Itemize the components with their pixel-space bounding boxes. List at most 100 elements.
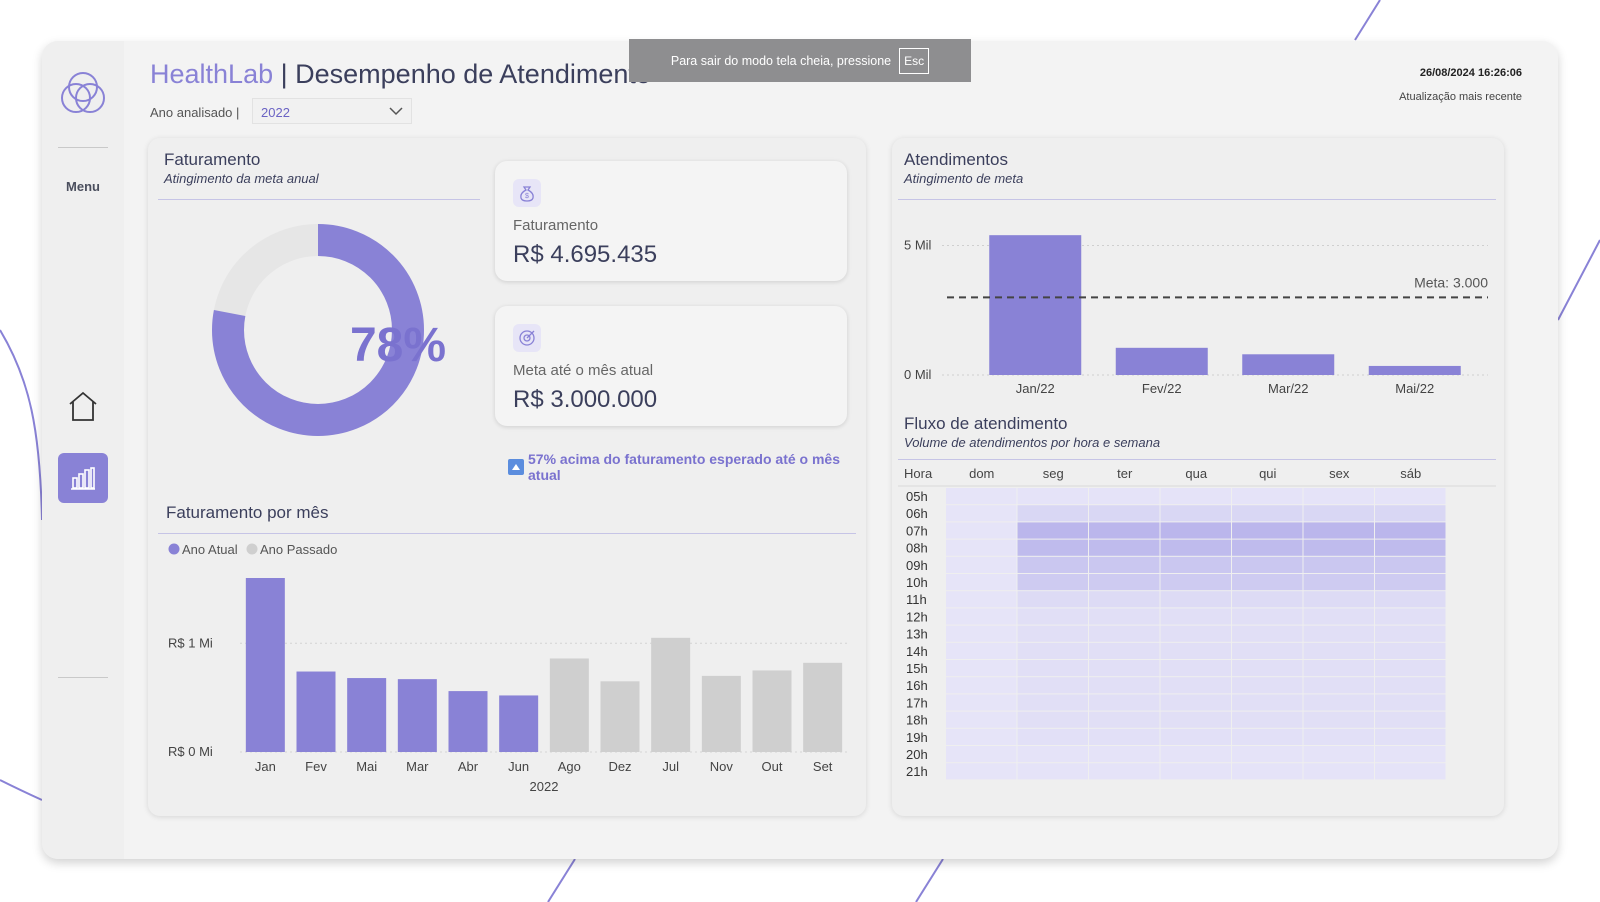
heatmap-cell [946, 608, 1017, 625]
heatmap-cell [946, 591, 1017, 608]
logo-icon [61, 72, 105, 113]
year-label: Ano analisado | [150, 105, 240, 120]
heatmap-cell [1089, 677, 1160, 694]
heatmap-cell [1232, 711, 1303, 728]
flow-rule [898, 459, 1496, 460]
heatmap-cell [1375, 660, 1446, 677]
legend-label: Ano Atual [182, 542, 238, 557]
heatmap-cell [946, 539, 1017, 556]
chevron-down-icon [389, 107, 403, 116]
goal-note: 57% acima do faturamento esperado até o … [508, 451, 866, 483]
bar [651, 637, 691, 752]
heatmap-row-label: 07h [906, 523, 928, 538]
faturamento-rule [158, 199, 480, 200]
chart-nav-button[interactable] [58, 453, 108, 503]
home-icon[interactable] [66, 389, 100, 423]
heatmap-cell [1089, 711, 1160, 728]
heatmap-cell [1089, 522, 1160, 539]
y-tick-label: 5 Mil [904, 238, 932, 253]
atendimentos-title: Atendimentos [904, 150, 1008, 169]
heatmap-cell [1375, 591, 1446, 608]
heatmap-cell [1017, 539, 1088, 556]
heatmap-cell [946, 574, 1017, 591]
heatmap-cell [1303, 556, 1374, 573]
x-tick-label: Jan/22 [1016, 381, 1055, 396]
sidebar-divider-bottom [58, 677, 108, 678]
heatmap-cell [1089, 763, 1160, 780]
atendimentos-subtitle: Atingimento de meta [904, 171, 1024, 186]
year-dropdown-value: 2022 [261, 105, 290, 120]
heatmap-cell [1232, 728, 1303, 745]
heatmap-cell [1017, 728, 1088, 745]
y-tick-label: 0 Mil [904, 367, 932, 382]
heatmap-cell [1089, 728, 1160, 745]
heatmap-cell [1375, 522, 1446, 539]
heatmap-cell [946, 642, 1017, 659]
legend-label: Ano Passado [260, 542, 337, 557]
heatmap-cell [1160, 642, 1231, 659]
heatmap-row-label: 13h [906, 627, 928, 642]
heatmap-cell [1089, 608, 1160, 625]
heatmap-cell [1160, 539, 1231, 556]
heatmap-cell [1160, 488, 1231, 505]
heatmap-cell [1232, 574, 1303, 591]
bar-chart-icon [71, 467, 95, 490]
heatmap-cell [1303, 522, 1374, 539]
heatmap-row-label: 06h [906, 506, 928, 521]
heatmap-cell [1017, 591, 1088, 608]
heatmap-row-header: Hora [904, 466, 933, 481]
heatmap-cell [1303, 660, 1374, 677]
goal-percent: 78% [349, 319, 447, 372]
heatmap-cell [1232, 488, 1303, 505]
heatmap-row-label: 10h [906, 575, 928, 590]
heatmap-cell [1375, 728, 1446, 745]
x-tick-label: Ago [558, 759, 581, 774]
heatmap-cell [1160, 556, 1231, 573]
heatmap-row-label: 14h [906, 644, 928, 659]
donut-progress [212, 224, 424, 436]
heatmap-row-label: 09h [906, 558, 928, 573]
meta-reference-label: Meta: 3.000 [1414, 274, 1488, 290]
faturamento-title: Faturamento [164, 150, 261, 169]
heatmap-cell [1375, 642, 1446, 659]
sidebar: Menu [42, 41, 124, 859]
goal-card: Meta até o mês atual R$ 3.000.000 [495, 306, 847, 426]
heatmap-row-label: 16h [906, 678, 928, 693]
heatmap-column-label: ter [1117, 466, 1133, 481]
heatmap-cell [1375, 608, 1446, 625]
heatmap-cell [1160, 574, 1231, 591]
heatmap-cell [1160, 608, 1231, 625]
heatmap-row-label: 17h [906, 695, 928, 710]
x-tick-label: Jan [255, 759, 276, 774]
heatmap-cell [1375, 505, 1446, 522]
heatmap-cell [1232, 642, 1303, 659]
heatmap-cell [1232, 677, 1303, 694]
heatmap-row-label: 12h [906, 609, 928, 624]
heatmap-cell [1089, 694, 1160, 711]
heatmap-cell [1232, 539, 1303, 556]
heatmap-cell [1089, 660, 1160, 677]
x-tick-label: Jun [508, 759, 529, 774]
heatmap-cell [1303, 746, 1374, 763]
revenue-card-value: R$ 4.695.435 [513, 241, 658, 268]
faturamento-panel: Faturamento Atingimento da meta anual 78… [148, 138, 866, 816]
x-tick-label: Mar/22 [1268, 381, 1308, 396]
heatmap-row-label: 21h [906, 764, 928, 779]
bar [499, 695, 539, 752]
target-icon [513, 324, 541, 352]
bar [347, 678, 387, 752]
heatmap-cell [946, 728, 1017, 745]
bar [701, 675, 741, 752]
bar [752, 670, 792, 752]
year-dropdown[interactable]: 2022 [252, 98, 412, 124]
x-tick-label: Set [813, 759, 833, 774]
heatmap-cell [1303, 505, 1374, 522]
x-tick-label: Dez [608, 759, 631, 774]
faturamento-subtitle: Atingimento da meta anual [164, 171, 319, 186]
heatmap-cell [1303, 591, 1374, 608]
heatmap-cell [1017, 556, 1088, 573]
heatmap-cell [1089, 556, 1160, 573]
heatmap-cell [1375, 694, 1446, 711]
heatmap-cell [1089, 591, 1160, 608]
